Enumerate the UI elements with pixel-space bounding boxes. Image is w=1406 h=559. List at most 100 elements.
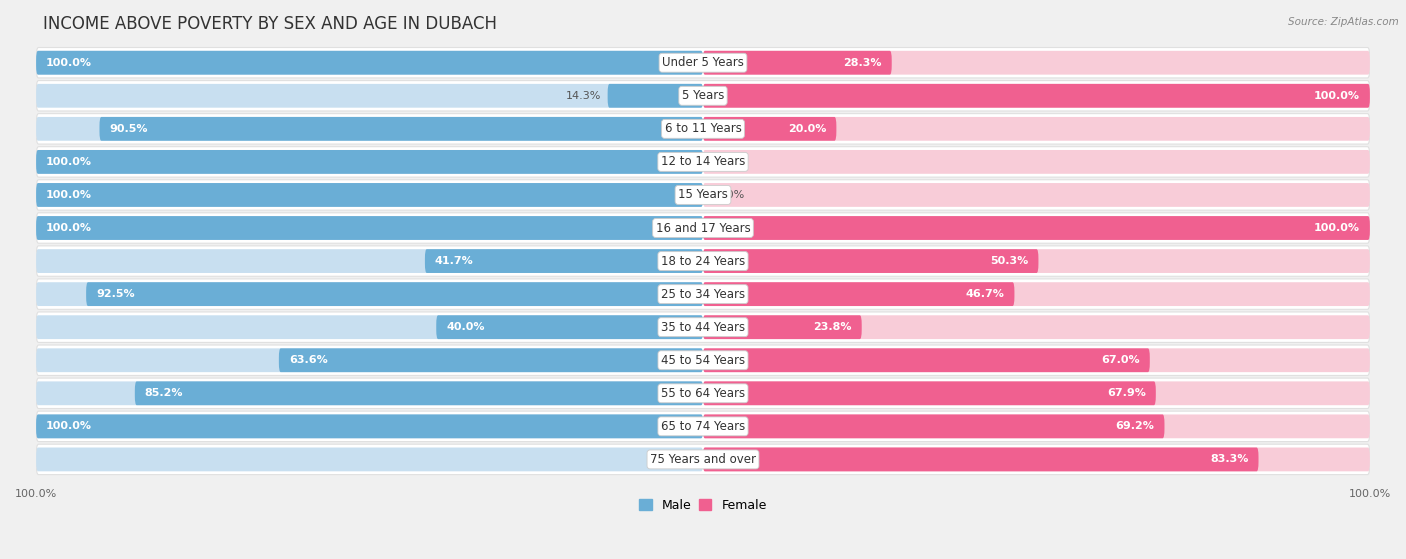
FancyBboxPatch shape: [37, 282, 703, 306]
FancyBboxPatch shape: [703, 216, 1369, 240]
Text: 100.0%: 100.0%: [46, 157, 93, 167]
FancyBboxPatch shape: [703, 348, 1369, 372]
FancyBboxPatch shape: [37, 414, 703, 438]
Text: 50.3%: 50.3%: [990, 256, 1028, 266]
FancyBboxPatch shape: [278, 348, 703, 372]
FancyBboxPatch shape: [607, 84, 703, 108]
FancyBboxPatch shape: [37, 345, 1369, 376]
FancyBboxPatch shape: [37, 51, 703, 74]
FancyBboxPatch shape: [425, 249, 703, 273]
FancyBboxPatch shape: [37, 414, 703, 438]
FancyBboxPatch shape: [37, 448, 703, 471]
Text: 0.0%: 0.0%: [661, 454, 690, 465]
FancyBboxPatch shape: [37, 444, 1369, 475]
Text: 40.0%: 40.0%: [446, 322, 485, 332]
FancyBboxPatch shape: [37, 411, 1369, 442]
FancyBboxPatch shape: [703, 84, 1369, 108]
Text: 15 Years: 15 Years: [678, 188, 728, 201]
Text: 28.3%: 28.3%: [844, 58, 882, 68]
FancyBboxPatch shape: [37, 183, 703, 207]
FancyBboxPatch shape: [703, 150, 1369, 174]
Text: 12 to 14 Years: 12 to 14 Years: [661, 155, 745, 168]
Text: 41.7%: 41.7%: [434, 256, 474, 266]
FancyBboxPatch shape: [37, 216, 703, 240]
FancyBboxPatch shape: [37, 84, 703, 108]
FancyBboxPatch shape: [37, 146, 1369, 177]
Text: 67.0%: 67.0%: [1101, 356, 1140, 365]
Text: 75 Years and over: 75 Years and over: [650, 453, 756, 466]
FancyBboxPatch shape: [703, 282, 1369, 306]
Text: Under 5 Years: Under 5 Years: [662, 56, 744, 69]
FancyBboxPatch shape: [703, 51, 1369, 74]
FancyBboxPatch shape: [703, 282, 1015, 306]
Text: 0.0%: 0.0%: [716, 190, 745, 200]
FancyBboxPatch shape: [703, 84, 1369, 108]
Text: 0.0%: 0.0%: [716, 157, 745, 167]
FancyBboxPatch shape: [703, 183, 1369, 207]
Text: 65 to 74 Years: 65 to 74 Years: [661, 420, 745, 433]
Text: 100.0%: 100.0%: [46, 421, 93, 432]
FancyBboxPatch shape: [703, 216, 1369, 240]
Text: 20.0%: 20.0%: [787, 124, 827, 134]
Text: 16 and 17 Years: 16 and 17 Years: [655, 221, 751, 235]
FancyBboxPatch shape: [37, 213, 1369, 243]
Text: 85.2%: 85.2%: [145, 389, 183, 399]
Text: 100.0%: 100.0%: [1313, 91, 1360, 101]
FancyBboxPatch shape: [703, 315, 1369, 339]
Text: 25 to 34 Years: 25 to 34 Years: [661, 288, 745, 301]
FancyBboxPatch shape: [37, 117, 703, 141]
FancyBboxPatch shape: [37, 312, 1369, 343]
Text: 35 to 44 Years: 35 to 44 Years: [661, 321, 745, 334]
Text: 46.7%: 46.7%: [966, 289, 1004, 299]
Text: 100.0%: 100.0%: [46, 223, 93, 233]
Text: 83.3%: 83.3%: [1211, 454, 1249, 465]
FancyBboxPatch shape: [37, 48, 1369, 78]
Text: 92.5%: 92.5%: [96, 289, 135, 299]
FancyBboxPatch shape: [100, 117, 703, 141]
FancyBboxPatch shape: [37, 80, 1369, 111]
Text: 69.2%: 69.2%: [1115, 421, 1154, 432]
FancyBboxPatch shape: [37, 150, 703, 174]
FancyBboxPatch shape: [703, 315, 862, 339]
FancyBboxPatch shape: [703, 117, 837, 141]
FancyBboxPatch shape: [37, 378, 1369, 409]
FancyBboxPatch shape: [703, 51, 891, 74]
Text: Source: ZipAtlas.com: Source: ZipAtlas.com: [1288, 17, 1399, 27]
FancyBboxPatch shape: [37, 381, 703, 405]
FancyBboxPatch shape: [37, 249, 703, 273]
FancyBboxPatch shape: [703, 249, 1039, 273]
Text: 100.0%: 100.0%: [1313, 223, 1360, 233]
Text: 6 to 11 Years: 6 to 11 Years: [665, 122, 741, 135]
FancyBboxPatch shape: [703, 249, 1369, 273]
Text: 5 Years: 5 Years: [682, 89, 724, 102]
FancyBboxPatch shape: [703, 414, 1369, 438]
FancyBboxPatch shape: [37, 113, 1369, 144]
FancyBboxPatch shape: [37, 246, 1369, 276]
FancyBboxPatch shape: [37, 348, 703, 372]
FancyBboxPatch shape: [37, 183, 703, 207]
FancyBboxPatch shape: [436, 315, 703, 339]
FancyBboxPatch shape: [37, 315, 703, 339]
Text: 100.0%: 100.0%: [46, 58, 93, 68]
FancyBboxPatch shape: [703, 414, 1164, 438]
FancyBboxPatch shape: [703, 117, 1369, 141]
FancyBboxPatch shape: [703, 381, 1369, 405]
Text: 90.5%: 90.5%: [110, 124, 148, 134]
FancyBboxPatch shape: [703, 381, 1156, 405]
Legend: Male, Female: Male, Female: [634, 494, 772, 517]
FancyBboxPatch shape: [135, 381, 703, 405]
Text: INCOME ABOVE POVERTY BY SEX AND AGE IN DUBACH: INCOME ABOVE POVERTY BY SEX AND AGE IN D…: [42, 15, 496, 33]
Text: 45 to 54 Years: 45 to 54 Years: [661, 354, 745, 367]
Text: 18 to 24 Years: 18 to 24 Years: [661, 254, 745, 268]
Text: 67.9%: 67.9%: [1107, 389, 1146, 399]
FancyBboxPatch shape: [37, 279, 1369, 309]
FancyBboxPatch shape: [703, 448, 1258, 471]
Text: 14.3%: 14.3%: [565, 91, 600, 101]
FancyBboxPatch shape: [703, 448, 1369, 471]
Text: 63.6%: 63.6%: [288, 356, 328, 365]
Text: 55 to 64 Years: 55 to 64 Years: [661, 387, 745, 400]
FancyBboxPatch shape: [86, 282, 703, 306]
FancyBboxPatch shape: [37, 150, 703, 174]
Text: 23.8%: 23.8%: [813, 322, 852, 332]
FancyBboxPatch shape: [37, 51, 703, 74]
